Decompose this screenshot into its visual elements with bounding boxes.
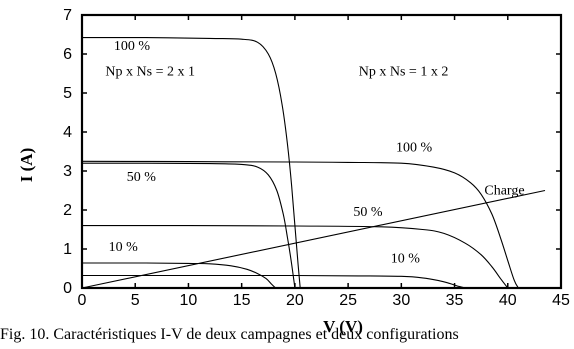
x-tick-label-1: 5	[131, 292, 140, 309]
x-tick-label-7: 35	[446, 292, 464, 309]
x-tick-label-5: 25	[339, 292, 357, 309]
x-tick-label-8: 40	[499, 292, 517, 309]
annotation-8: 10 %	[391, 252, 421, 267]
annotation-3: 100 %	[396, 141, 433, 156]
annotation-6: 50 %	[353, 205, 383, 220]
x-tick-label-2: 10	[180, 292, 198, 309]
x-tick-label-9: 45	[552, 292, 570, 309]
curve-2x1-10-2	[82, 262, 277, 289]
plot-frame	[80, 13, 563, 290]
annotation-0: 100 %	[114, 39, 151, 54]
x-ticks-layer: 0 5 10 15 20 25 30 35 40 45	[78, 15, 570, 309]
x-tick-label-6: 30	[392, 292, 410, 309]
y-tick-label-5: 5	[63, 85, 72, 102]
y-axis-title: I (A)	[17, 148, 36, 182]
x-axis-title: V (V)	[323, 317, 363, 336]
curves-layer	[81, 37, 546, 289]
y-axis-title-group: I (A)	[17, 148, 36, 182]
annotation-4: 50 %	[127, 170, 157, 185]
y-tick-label-4: 4	[63, 124, 72, 141]
curve-1x2-100-3	[81, 160, 519, 289]
x-tick-label-4: 20	[286, 292, 304, 309]
x-tick-label-0: 0	[78, 292, 87, 309]
figure-caption: Fig. 10. Caractéristiques I-V de deux ca…	[0, 326, 459, 343]
y-tick-label-1: 1	[63, 241, 72, 258]
curve-1x2-50-4	[81, 225, 509, 289]
y-tick-label-7: 7	[63, 7, 72, 24]
curve-1x2-10-5	[82, 274, 466, 289]
annotation-1: Np x Ns = 2 x 1	[105, 64, 195, 79]
curve-load-Charge-6	[81, 189, 546, 289]
annotations-layer: 100 % Np x Ns = 2 x 1 Np x Ns = 1 x 2 100 %…	[105, 39, 524, 267]
y-tick-label-0: 0	[63, 280, 72, 297]
x-tick-label-3: 15	[233, 292, 251, 309]
y-tick-label-3: 3	[63, 163, 72, 180]
curve-2x1-50-1	[81, 162, 296, 289]
y-tick-label-6: 6	[63, 46, 72, 63]
annotation-2: Np x Ns = 1 x 2	[359, 64, 449, 79]
annotation-5: Charge	[484, 183, 524, 198]
y-tick-label-2: 2	[63, 202, 72, 219]
annotation-7: 10 %	[109, 240, 139, 255]
